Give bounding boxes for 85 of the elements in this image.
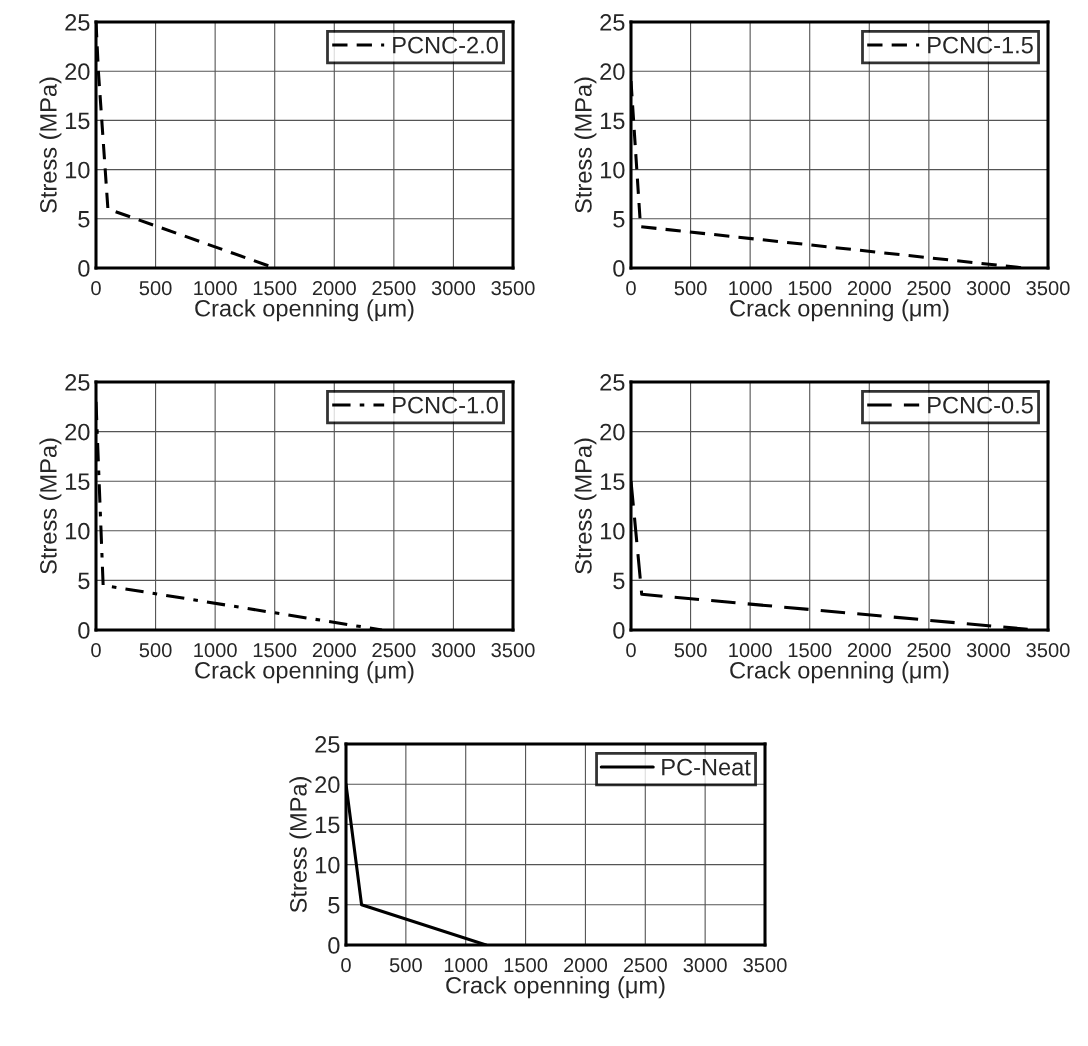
y-tick-label: 20 [315, 776, 340, 793]
x-tick-label: 500 [674, 281, 707, 296]
y-tick-label: 25 [65, 14, 90, 31]
y-tick-label: 15 [65, 112, 90, 130]
y-tick-label: 0 [328, 937, 340, 954]
x-tick-label: 2000 [847, 281, 891, 296]
x-tick-label: 3500 [491, 281, 535, 296]
x-tick-label: 2500 [623, 958, 667, 973]
y-tick-label: 10 [600, 161, 625, 179]
x-axis-title: Crack openning (μm) [195, 661, 414, 684]
x-tick-label: 1500 [504, 958, 548, 973]
x-tick-label: 3500 [1026, 643, 1070, 658]
x-tick-label: 1000 [729, 643, 772, 658]
legend-label: PCNC-2.0 [393, 36, 498, 54]
x-tick-label: 0 [341, 958, 351, 973]
y-tick-label: 0 [78, 260, 90, 277]
y-tick-label: 10 [65, 522, 90, 540]
x-tick-label: 0 [626, 281, 636, 296]
x-tick-label: 3500 [1026, 281, 1070, 296]
x-tick-label: 2000 [564, 958, 608, 973]
y-tick-label: 5 [78, 211, 90, 228]
y-tick-label: 20 [600, 423, 625, 441]
x-tick-label: 2500 [907, 281, 951, 296]
x-tick-label: 1500 [788, 643, 832, 658]
x-tick-label: 1500 [253, 281, 297, 296]
x-tick-label: 3000 [431, 643, 476, 658]
x-axis-title: Crack openning (μm) [730, 661, 949, 684]
x-tick-label: 3000 [966, 281, 1011, 296]
x-tick-label: 500 [389, 958, 422, 973]
x-tick-label: 3000 [431, 281, 476, 296]
y-tick-label: 15 [600, 112, 625, 130]
legend-label: PCNC-0.5 [928, 396, 1033, 414]
x-tick-label: 2000 [312, 281, 356, 296]
y-tick-label: 20 [65, 63, 90, 80]
x-tick-label: 3500 [491, 643, 535, 658]
y-tick-label: 5 [613, 211, 625, 228]
x-tick-label: 0 [626, 643, 636, 658]
x-tick-label: 2000 [312, 643, 356, 658]
y-tick-label: 0 [78, 622, 90, 639]
x-tick-label: 1000 [194, 643, 237, 658]
y-axis-title: Stress (MPa) [39, 438, 62, 574]
x-tick-label: 2500 [372, 281, 416, 296]
x-tick-label: 3000 [966, 643, 1011, 658]
x-tick-label: 1000 [729, 281, 772, 296]
x-tick-label: 500 [674, 643, 707, 658]
x-tick-label: 3500 [743, 958, 787, 973]
x-tick-label: 500 [139, 281, 172, 296]
y-tick-label: 10 [600, 522, 625, 540]
x-tick-label: 0 [91, 281, 101, 296]
y-tick-label: 0 [613, 622, 625, 639]
y-tick-label: 25 [600, 374, 625, 391]
legend-label: PCNC-1.0 [393, 396, 498, 414]
x-tick-label: 3000 [683, 958, 727, 973]
y-tick-label: 15 [315, 816, 340, 834]
x-axis-title: Crack openning (μm) [730, 299, 949, 322]
y-tick-label: 5 [328, 897, 340, 914]
x-tick-label: 2000 [847, 643, 891, 658]
y-tick-label: 15 [65, 473, 90, 490]
y-tick-label: 25 [315, 736, 340, 753]
y-tick-label: 10 [315, 856, 340, 874]
y-tick-label: 0 [613, 260, 625, 277]
legend-label: PC-Neat [662, 758, 751, 776]
y-axis-title: Stress (MPa) [574, 438, 597, 574]
x-axis-title: Crack openning (μm) [446, 976, 665, 999]
y-tick-label: 15 [600, 473, 625, 490]
y-tick-label: 25 [600, 14, 625, 31]
legend-label: PCNC-1.5 [928, 36, 1033, 54]
x-tick-label: 2500 [907, 643, 951, 658]
x-tick-label: 1500 [788, 281, 832, 296]
x-tick-label: 0 [91, 643, 101, 658]
y-axis-title: Stress (MPa) [574, 77, 597, 213]
y-tick-label: 10 [65, 161, 90, 179]
y-tick-label: 5 [613, 572, 625, 590]
y-tick-label: 25 [65, 374, 90, 391]
y-axis-title: Stress (MPa) [289, 777, 312, 913]
y-tick-label: 20 [65, 423, 90, 441]
x-tick-label: 1000 [444, 958, 488, 973]
y-tick-label: 5 [78, 572, 90, 590]
x-axis-title: Crack openning (μm) [195, 299, 414, 322]
x-tick-label: 500 [139, 643, 172, 658]
x-tick-label: 1500 [253, 643, 297, 658]
y-tick-label: 20 [600, 63, 625, 80]
y-axis-title: Stress (MPa) [39, 77, 62, 213]
x-tick-label: 1000 [194, 281, 237, 296]
x-tick-label: 2500 [372, 643, 416, 658]
